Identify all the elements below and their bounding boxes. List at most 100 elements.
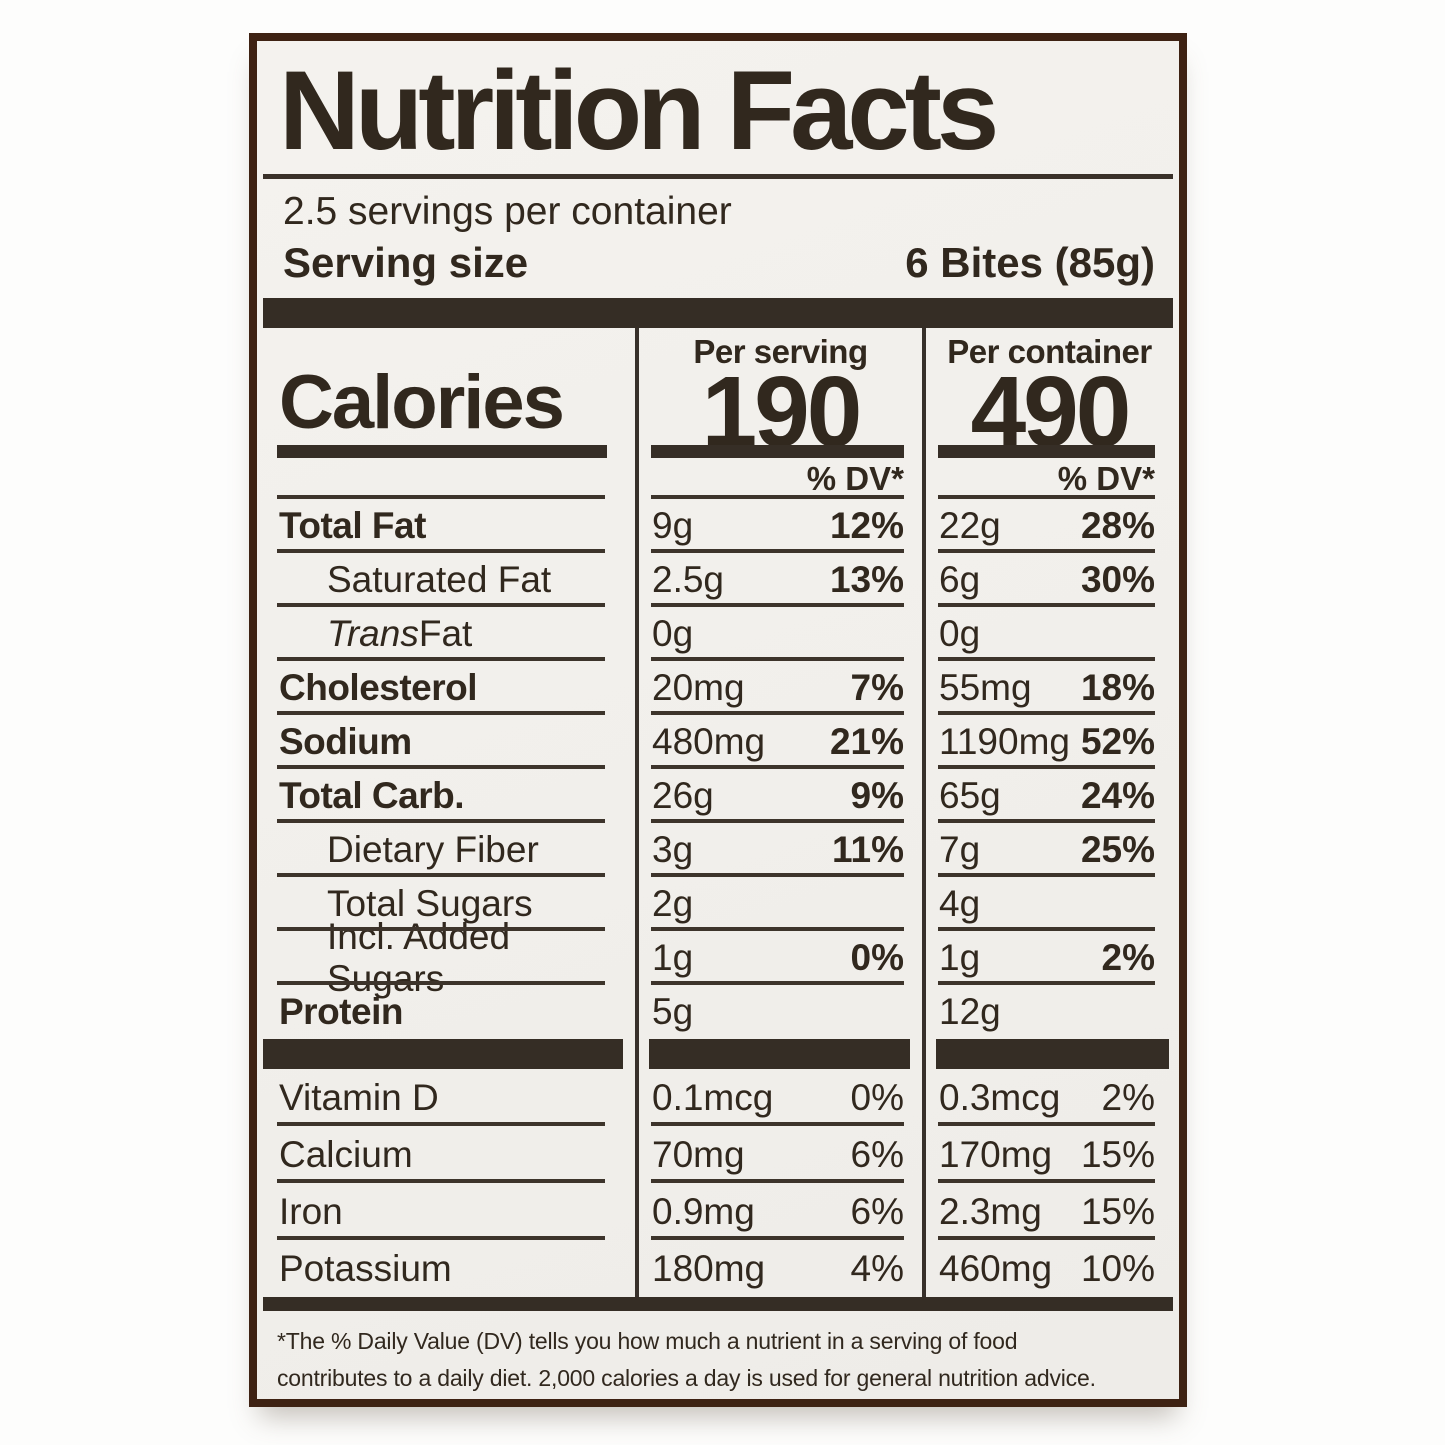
nutrient-name: Saturated Fat [327, 559, 552, 600]
footnote-line-1: *The % Daily Value (DV) tells you how mu… [277, 1328, 1018, 1354]
amount-per-serving: 20mg [652, 667, 745, 708]
nutrient-name-cell: Saturated Fat [263, 553, 635, 607]
per-serving-value-cell: 0.1mcg 0% [635, 1069, 922, 1126]
dv-per-container: 15% [1080, 1133, 1155, 1175]
amount-per-serving: 9g [652, 505, 694, 546]
per-container-header-cell: Per container 490 [922, 328, 1173, 468]
dv-per-container: 52% [1080, 721, 1155, 762]
calories-per-container: 490 [970, 356, 1132, 468]
dv-per-serving: 11% [831, 829, 904, 870]
serving-size-row: Serving size 6 Bites (85g) [283, 239, 1155, 287]
bar-segment [649, 1039, 910, 1069]
amount-per-serving: 26g [652, 775, 714, 816]
amount-per-serving: 1g [652, 937, 694, 978]
section-bar-top [263, 298, 1173, 328]
nutrient-name-cell: Total Sugars [263, 877, 635, 931]
amount-per-serving: 2g [652, 883, 694, 924]
per-container-value-cell: 4g [922, 877, 1173, 931]
dv-header-serving: % DV* [635, 458, 922, 499]
per-serving-value-cell: 2g [635, 877, 922, 931]
per-container-header: Per container [947, 333, 1152, 370]
per-container-value-cell: 0.3mcg 2% [922, 1069, 1173, 1126]
nutrient-name: Vitamin D [279, 1076, 439, 1118]
nutrient-name: Dietary Fiber [327, 829, 539, 870]
nutrient-name-cell: Total Carb. [263, 769, 635, 823]
section-bar-mid [635, 1039, 922, 1069]
nutrient-name-cell: Iron [263, 1183, 635, 1240]
per-container-value-cell: 1190mg 52% [922, 715, 1173, 769]
dv-per-container: 2% [1101, 1076, 1155, 1118]
serving-size-value: 6 Bites (85g) [905, 239, 1155, 286]
nutrient-name-cell: Calcium [263, 1126, 635, 1183]
per-serving-value-cell: 480mg 21% [635, 715, 922, 769]
amount-per-serving: 0.9mg [652, 1190, 755, 1232]
amount-per-serving: 70mg [652, 1133, 745, 1175]
amount-per-container: 460mg [939, 1247, 1053, 1289]
amount-per-container: 0g [939, 613, 981, 654]
per-serving-value-cell: 3g 11% [635, 823, 922, 877]
nutrient-name: Sodium [279, 721, 412, 762]
section-bar-mid [922, 1039, 1173, 1069]
per-serving-value-cell: 9g 12% [635, 499, 922, 553]
amount-per-serving: 5g [652, 991, 694, 1032]
amount-per-container: 7g [939, 829, 981, 870]
nutrient-name-cell: Trans Fat [263, 607, 635, 661]
per-container-value-cell: 0g [922, 607, 1173, 661]
per-serving-value-cell: 70mg 6% [635, 1126, 922, 1183]
amount-per-serving: 180mg [652, 1247, 766, 1289]
amount-per-container: 2.3mg [939, 1190, 1042, 1232]
amount-per-container: 1190mg [939, 721, 1070, 762]
amount-per-serving: 0g [652, 613, 694, 654]
per-serving-value-cell: 180mg 4% [635, 1240, 922, 1297]
nutrient-name-italic: Trans [327, 613, 419, 654]
amount-per-container: 170mg [939, 1133, 1053, 1175]
nutrient-name-cell: Sodium [263, 715, 635, 769]
amount-per-container: 22g [939, 505, 1001, 546]
bar-segment [263, 1039, 623, 1069]
per-container-value-cell: 65g 24% [922, 769, 1173, 823]
per-container-value-cell: 170mg 15% [922, 1126, 1173, 1183]
dv-header-container: % DV* [922, 458, 1173, 499]
dv-per-serving: 7% [850, 667, 904, 708]
dv-per-serving: 13% [829, 559, 904, 600]
dv-per-container: 30% [1080, 559, 1155, 600]
amount-per-container: 12g [939, 991, 1001, 1032]
section-bar-mid [263, 1039, 635, 1069]
amount-per-container: 6g [939, 559, 981, 600]
nutrient-name-cell: Dietary Fiber [263, 823, 635, 877]
per-serving-header: Per serving [693, 333, 868, 370]
calories-header-cell: Calories [263, 328, 635, 458]
nutrient-name-cell: Potassium [263, 1240, 635, 1297]
nutrient-name: Incl. Added Sugars [327, 916, 511, 999]
dv-per-container: 15% [1080, 1190, 1155, 1232]
per-serving-value-cell: 20mg 7% [635, 661, 922, 715]
per-container-value-cell: 1g 2% [922, 931, 1173, 985]
per-serving-value-cell: 0g [635, 607, 922, 661]
amount-per-container: 4g [939, 883, 981, 924]
section-bar-bottom [263, 1297, 1173, 1311]
per-container-value-cell: 22g 28% [922, 499, 1173, 553]
dv-per-serving: 9% [850, 775, 904, 816]
dv-per-container: 25% [1080, 829, 1155, 870]
dv-header-spacer [263, 458, 635, 499]
dv-per-serving: 12% [829, 505, 904, 546]
dv-per-container: 2% [1101, 937, 1155, 978]
per-serving-value-cell: 2.5g 13% [635, 553, 922, 607]
dv-per-serving: 4% [850, 1247, 904, 1289]
dv-per-serving: 0% [850, 1076, 904, 1118]
serving-size-label: Serving size [283, 239, 529, 286]
amount-per-container: 0.3mcg [939, 1076, 1061, 1118]
nutrition-facts-label: Nutrition Facts 2.5 servings per contain… [249, 33, 1187, 1407]
nutrient-name-cell: Protein [263, 985, 635, 1039]
footnote-line-2: contributes to a daily diet. 2,000 calor… [277, 1365, 1096, 1391]
per-serving-value-cell: 0.9mg 6% [635, 1183, 922, 1240]
per-container-value-cell: 55mg 18% [922, 661, 1173, 715]
dv-per-serving: 6% [850, 1190, 904, 1232]
nutrient-name: Calcium [279, 1133, 413, 1175]
per-container-value-cell: 2.3mg 15% [922, 1183, 1173, 1240]
amount-per-serving: 480mg [652, 721, 766, 762]
amount-per-container: 55mg [939, 667, 1032, 708]
amount-per-container: 1g [939, 937, 981, 978]
nutrient-name: Fat [418, 613, 473, 654]
per-serving-value-cell: 1g 0% [635, 931, 922, 985]
